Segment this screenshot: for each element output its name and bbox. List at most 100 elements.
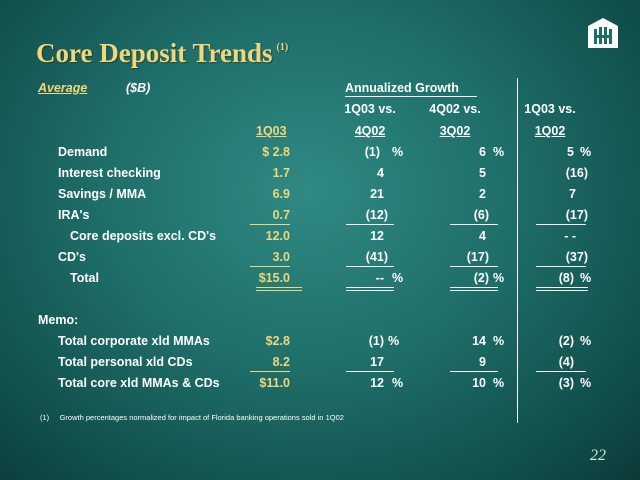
memo-value-underline xyxy=(250,371,290,372)
row-growth-2: 5 xyxy=(479,166,486,180)
row-label: Core deposits excl. CD's xyxy=(70,229,217,243)
row-label: Demand xyxy=(58,145,108,159)
row-growth-2: (17) xyxy=(466,250,489,264)
unit-label: ($B) xyxy=(126,81,151,95)
row-pct-1: % xyxy=(392,145,404,159)
memo-row-growth-3: (2) xyxy=(558,334,574,348)
row-growth-3: (16) xyxy=(565,166,588,180)
memo-row-pct-1: % xyxy=(388,334,400,348)
row-growth-3: (37) xyxy=(565,250,588,264)
row-value: 1.7 xyxy=(272,166,290,180)
row-pct-2: % xyxy=(493,271,505,285)
row-label: Savings / MMA xyxy=(58,187,147,201)
row-value: $15.0 xyxy=(258,271,290,285)
row-label: IRA's xyxy=(58,208,90,222)
growth-3-underline xyxy=(536,266,586,267)
footnote-marker: (1) xyxy=(40,413,50,422)
col1-top-header: 1Q03 vs. xyxy=(344,102,396,116)
row-label: CD's xyxy=(58,250,86,264)
memo-row-label: Total core xld MMAs & CDs xyxy=(58,376,220,390)
row-growth-1: 21 xyxy=(370,187,384,201)
col2-top-header: 4Q02 vs. xyxy=(429,102,481,116)
col2-header: 3Q02 xyxy=(439,124,471,138)
memo-row-growth-1: 12 xyxy=(370,376,384,390)
memo-row-growth-2: 9 xyxy=(479,355,486,369)
total-double-underline xyxy=(346,290,394,291)
col3-header: 1Q02 xyxy=(534,124,566,138)
memo-growth-1-underline xyxy=(346,371,394,372)
memo-row-growth-3: (3) xyxy=(558,376,574,390)
value-underline xyxy=(250,266,290,267)
title-footnote-mark: (1) xyxy=(276,42,289,53)
row-value: $ 2.8 xyxy=(262,145,290,159)
memo-row-label: Total personal xld CDs xyxy=(58,355,193,369)
row-growth-2: (6) xyxy=(473,208,489,222)
memo-row-growth-2: 10 xyxy=(472,376,486,390)
col0-header: 1Q03 xyxy=(256,124,287,138)
growth-1-underline xyxy=(346,266,394,267)
page-title-text: Core Deposit Trends xyxy=(36,38,273,68)
footnote-text: Growth percentages normalized for impact… xyxy=(59,413,344,422)
memo-row-value: 8.2 xyxy=(272,355,290,369)
total-double-underline xyxy=(536,290,588,291)
row-growth-1: (12) xyxy=(365,208,388,222)
total-double-underline xyxy=(256,290,302,291)
growth-2-underline xyxy=(450,266,498,267)
row-label: Interest checking xyxy=(58,166,161,180)
memo-row-growth-3: (4) xyxy=(558,355,574,369)
total-double-underline xyxy=(450,290,498,291)
row-growth-1: -- xyxy=(375,271,384,285)
row-growth-3: 7 xyxy=(569,187,576,201)
total-double-underline xyxy=(450,287,498,288)
row-growth-1: (41) xyxy=(365,250,388,264)
total-double-underline xyxy=(256,287,302,288)
footnote: (1) Growth percentages normalized for im… xyxy=(40,413,344,422)
memo-row-value: $2.8 xyxy=(265,334,290,348)
memo-row-value: $11.0 xyxy=(259,376,290,390)
value-underline xyxy=(250,224,290,225)
annualized-growth-underline xyxy=(345,96,477,97)
row-growth-2: 4 xyxy=(479,229,486,243)
row-growth-3: 5 xyxy=(567,145,574,159)
row-growth-1: (1) xyxy=(364,145,380,159)
growth-2-underline xyxy=(450,224,498,225)
page-title: Core Deposit Trends (1) xyxy=(36,38,288,69)
memo-row-label: Total corporate xld MMAs xyxy=(58,334,210,348)
growth-1-underline xyxy=(346,224,394,225)
company-logo-icon xyxy=(588,18,618,48)
memo-row-pct-1: % xyxy=(392,376,404,390)
memo-row-pct-2: % xyxy=(493,376,505,390)
annualized-growth-heading: Annualized Growth xyxy=(345,81,459,95)
page-number: 22 xyxy=(590,447,606,464)
memo-label: Memo: xyxy=(38,313,79,327)
row-value: 3.0 xyxy=(272,250,290,264)
row-growth-3: (17) xyxy=(565,208,588,222)
row-growth-1: 12 xyxy=(370,229,384,243)
memo-row-growth-1: (1) xyxy=(368,334,384,348)
average-label: Average xyxy=(38,81,88,95)
column-divider xyxy=(517,78,518,423)
row-pct-3: % xyxy=(580,271,592,285)
row-growth-2: (2) xyxy=(473,271,489,285)
row-label: Total xyxy=(70,271,99,285)
memo-row-pct-3: % xyxy=(580,376,592,390)
row-growth-3: (8) xyxy=(558,271,574,285)
row-value: 0.7 xyxy=(272,208,290,222)
col1-header: 4Q02 xyxy=(354,124,386,138)
row-growth-2: 6 xyxy=(479,145,486,159)
row-growth-3: - - xyxy=(564,229,576,243)
row-value: 12.0 xyxy=(265,229,290,243)
row-pct-2: % xyxy=(493,145,505,159)
total-double-underline xyxy=(536,287,588,288)
memo-growth-3-underline xyxy=(536,371,586,372)
row-pct-3: % xyxy=(580,145,592,159)
memo-row-pct-2: % xyxy=(493,334,505,348)
total-double-underline xyxy=(346,287,394,288)
memo-row-growth-2: 14 xyxy=(472,334,486,348)
growth-3-underline xyxy=(536,224,586,225)
memo-row-pct-3: % xyxy=(580,334,592,348)
memo-row-growth-1: 17 xyxy=(370,355,384,369)
row-growth-1: 4 xyxy=(377,166,384,180)
row-growth-2: 2 xyxy=(479,187,486,201)
col3-top-header: 1Q03 vs. xyxy=(524,102,576,116)
